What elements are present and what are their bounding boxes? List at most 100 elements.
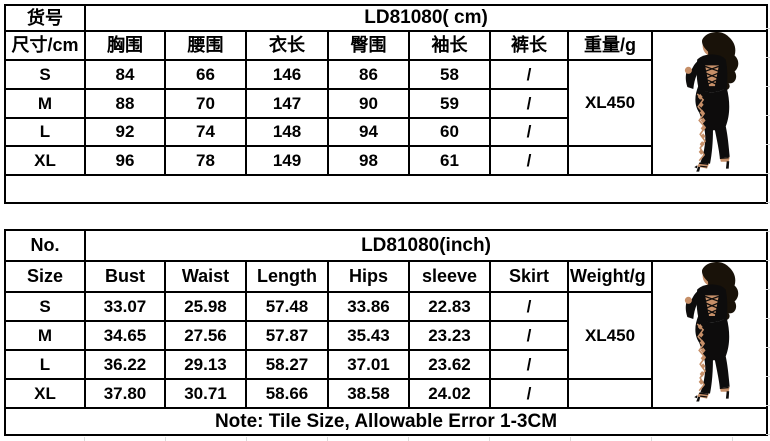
value-cell: 23.62 (408, 349, 491, 380)
value-cell: 147 (245, 88, 329, 119)
value-cell: 22.83 (408, 291, 491, 322)
table-row: Size Bust Waist Length Hips sleeve Skirt… (4, 260, 768, 409)
value-cell: / (489, 349, 569, 380)
value-cell: 94 (327, 117, 410, 147)
product-photo-cell (651, 260, 768, 409)
column-header-size: Size (4, 260, 86, 293)
value-cell: / (489, 320, 569, 351)
value-cell: / (489, 59, 569, 90)
value-cell: 96 (84, 145, 166, 176)
weight-cell-empty (567, 145, 653, 176)
value-cell: 58 (408, 59, 491, 90)
table-row: M 88 70 147 90 59 / (4, 88, 767, 119)
value-cell: 24.02 (408, 378, 491, 409)
value-cell: 25.98 (164, 291, 247, 322)
size-row-label: L (4, 117, 86, 147)
size-row-label: S (4, 291, 86, 322)
value-cell: / (489, 378, 569, 409)
value-cell: / (489, 291, 569, 322)
value-cell: 149 (245, 145, 329, 176)
note-row: Note: Tile Size, Allowable Error 1-3CM (4, 407, 768, 436)
value-cell: 84 (84, 59, 166, 90)
value-cell: 58.66 (245, 378, 329, 409)
size-row-label: M (4, 88, 86, 119)
value-cell: 74 (164, 117, 247, 147)
model-photo (684, 263, 740, 403)
size-table-inch: No. LD81080(inch) Size Bust Waist Length… (4, 229, 768, 436)
table-row: Note: Tile Size, Allowable Error 1-3CM (4, 407, 768, 436)
table-row: M 34.65 27.56 57.87 35.43 23.23 / (4, 320, 767, 351)
empty-row (3, 174, 769, 204)
table-title: LD81080( cm) (83, 4, 769, 32)
value-cell: 37.01 (327, 349, 410, 380)
size-row-label: XL (4, 145, 86, 176)
value-cell: 60 (408, 117, 491, 147)
value-cell: 88 (84, 88, 166, 119)
value-cell: / (489, 117, 569, 147)
model-photo (684, 33, 740, 173)
value-cell: 70 (164, 88, 247, 119)
column-header: Hips (327, 260, 410, 293)
size-row-label: XL (4, 378, 86, 409)
value-cell: 38.58 (327, 378, 410, 409)
table-row (3, 174, 769, 204)
table-row: S 84 66 146 86 58 / XL450 (4, 59, 767, 147)
weight-cell-empty (567, 378, 653, 409)
column-header: Waist (164, 260, 247, 293)
value-cell: 57.48 (245, 291, 329, 322)
size-table-cm: 货号 LD81080( cm) 尺寸/cm 胸围 腰围 衣长 臀围 袖长 裤长 … (3, 4, 769, 204)
value-cell: 33.86 (327, 291, 410, 322)
size-row-label: L (4, 349, 86, 380)
column-header: 腰围 (164, 30, 247, 61)
value-cell: 58.27 (245, 349, 329, 380)
value-cell: 148 (245, 117, 329, 147)
sheet-gridlines-right (766, 0, 770, 441)
table-row: XL 96 78 149 98 61 / (4, 145, 767, 176)
size-row-label: M (4, 320, 86, 351)
column-header: Bust (84, 260, 166, 293)
column-header: 胸围 (84, 30, 166, 61)
column-header: sleeve (408, 260, 491, 293)
item-no-label: 货号 (4, 4, 86, 32)
table-row: L 36.22 29.13 58.27 37.01 23.62 / (4, 349, 767, 380)
value-cell: 37.80 (84, 378, 166, 409)
size-row-label: S (4, 59, 86, 90)
value-cell: / (489, 88, 569, 119)
weight-cell: XL450 (567, 291, 653, 380)
value-cell: 92 (84, 117, 166, 147)
value-cell: 66 (164, 59, 247, 90)
value-cell: 59 (408, 88, 491, 119)
value-cell: 146 (245, 59, 329, 90)
table-row: 货号 LD81080( cm) (4, 4, 769, 32)
value-cell: 33.07 (84, 291, 166, 322)
table-row: S 33.07 25.98 57.48 33.86 22.83 / XL450 (4, 291, 767, 380)
value-cell: 98 (327, 145, 410, 176)
table-row: No. LD81080(inch) (4, 229, 768, 262)
column-header: 臀围 (327, 30, 410, 61)
column-header-size: 尺寸/cm (4, 30, 86, 61)
value-cell: 61 (408, 145, 491, 176)
table-row: 尺寸/cm 胸围 腰围 衣长 臀围 袖长 裤长 重量/g (4, 30, 769, 176)
column-header: Weight/g (567, 260, 653, 293)
product-photo-cell (650, 30, 769, 176)
column-header: 裤长 (489, 30, 569, 61)
value-cell: / (489, 145, 569, 176)
weight-cell: XL450 (567, 59, 653, 147)
column-header: 袖长 (408, 30, 491, 61)
item-no-label: No. (4, 229, 86, 262)
value-cell: 35.43 (327, 320, 410, 351)
value-cell: 57.87 (245, 320, 329, 351)
sheet-gridlines-bottom (4, 437, 766, 441)
value-cell: 27.56 (164, 320, 247, 351)
value-cell: 29.13 (164, 349, 247, 380)
value-cell: 90 (327, 88, 410, 119)
value-cell: 30.71 (164, 378, 247, 409)
value-cell: 36.22 (84, 349, 166, 380)
value-cell: 78 (164, 145, 247, 176)
table-title: LD81080(inch) (84, 229, 768, 262)
column-header: 重量/g (567, 30, 653, 61)
value-cell: 23.23 (408, 320, 491, 351)
value-cell: 86 (327, 59, 410, 90)
column-header: Skirt (489, 260, 569, 293)
